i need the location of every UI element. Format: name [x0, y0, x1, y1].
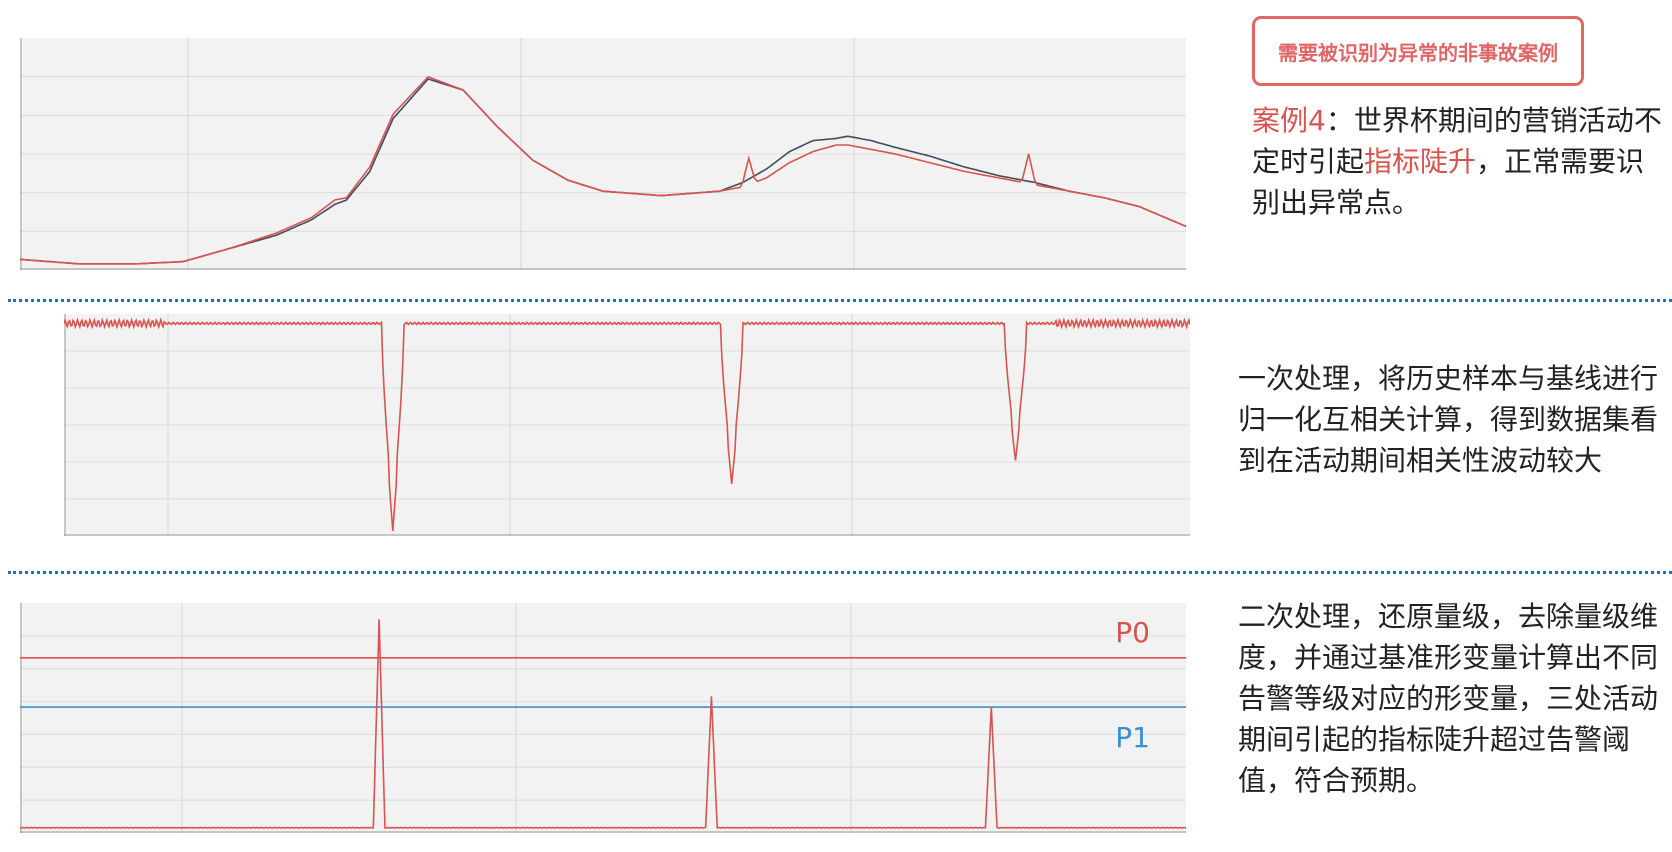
section-divider: [8, 299, 1672, 302]
raw-traffic-chart: [20, 38, 1186, 270]
step2-description: 二次处理，还原量级，去除量级维度，并通过基准形变量计算出不同告警等级对应的形变量…: [1238, 600, 1659, 797]
case-description: 案例4：世界杯期间的营销活动不定时引起指标陡升，正常需要识别出异常点。: [1252, 100, 1672, 223]
deformation-chart: P0 P1: [20, 603, 1186, 833]
case-text-b: ，正常需要识别出异常点。: [1252, 145, 1645, 219]
non-incident-badge: 需要被识别为异常的非事故案例: [1252, 16, 1584, 86]
deformation-plot: P0 P1: [20, 603, 1186, 833]
correlation-line: [64, 317, 1190, 532]
case-highlight: 指标陡升: [1364, 145, 1477, 178]
badge-text: 需要被识别为异常的非事故案例: [1278, 40, 1558, 65]
threshold-label-p0: P0: [1115, 616, 1150, 649]
correlation-plot: [64, 314, 1190, 536]
case-text-a: ：世界杯期间的营销活动不定时引起: [1252, 104, 1662, 178]
raw-traffic-plot: [20, 38, 1186, 270]
step1-description: 一次处理，将历史样本与基线进行归一化互相关计算，得到数据集看到在活动期间相关性波…: [1238, 362, 1659, 477]
threshold-label-p1: P1: [1115, 721, 1150, 754]
deformation-line: [20, 619, 1186, 829]
series-line-actual: [20, 75, 1186, 265]
correlation-chart: [64, 314, 1190, 536]
series-line-baseline: [20, 78, 1186, 265]
case-label: 案例4: [1252, 104, 1326, 137]
section-divider: [8, 571, 1672, 574]
